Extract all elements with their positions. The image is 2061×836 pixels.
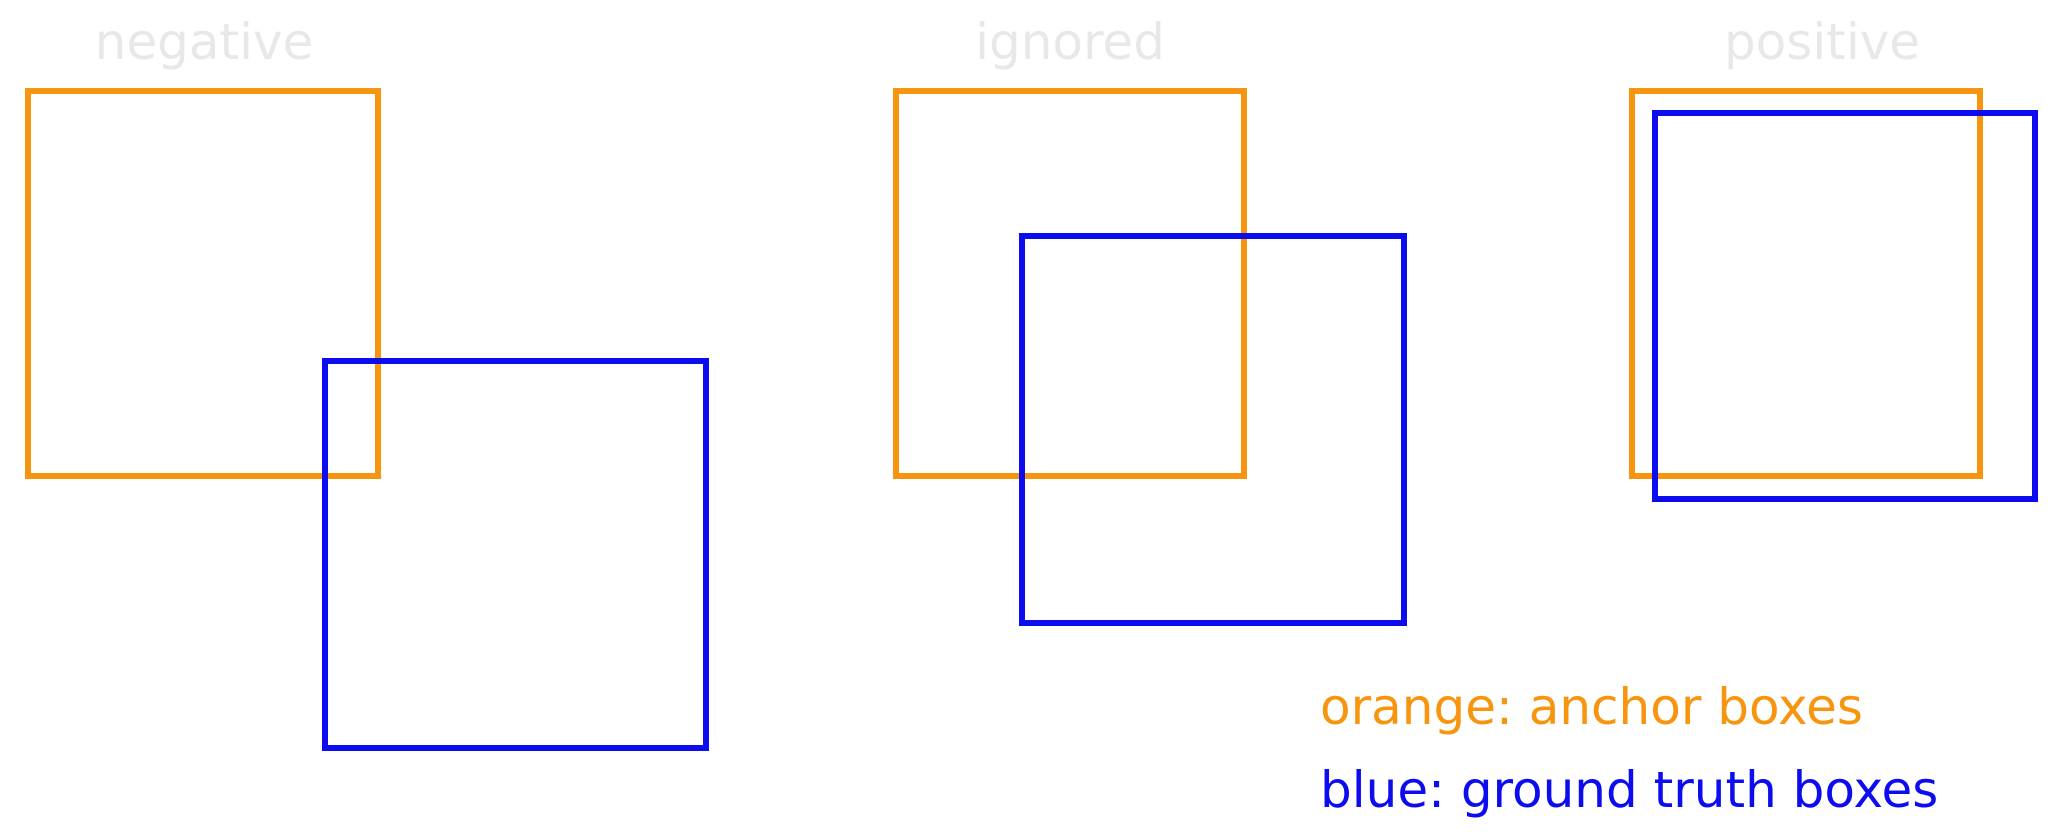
ground-truth-box-ignored [1019, 233, 1407, 626]
legend-ground-truth-boxes: blue: ground truth boxes [1320, 761, 1939, 819]
panel-label-positive: positive [1723, 13, 1921, 71]
ground-truth-box-positive [1652, 110, 2038, 502]
anchor-box-ignored [893, 88, 1247, 479]
anchor-box-positive [1629, 88, 1983, 479]
panel-label-ignored: ignored [975, 13, 1165, 71]
anchor-box-negative [25, 88, 381, 479]
ground-truth-box-negative [322, 358, 709, 751]
legend-anchor-boxes: orange: anchor boxes [1320, 678, 1863, 736]
panel-label-negative: negative [94, 13, 314, 71]
